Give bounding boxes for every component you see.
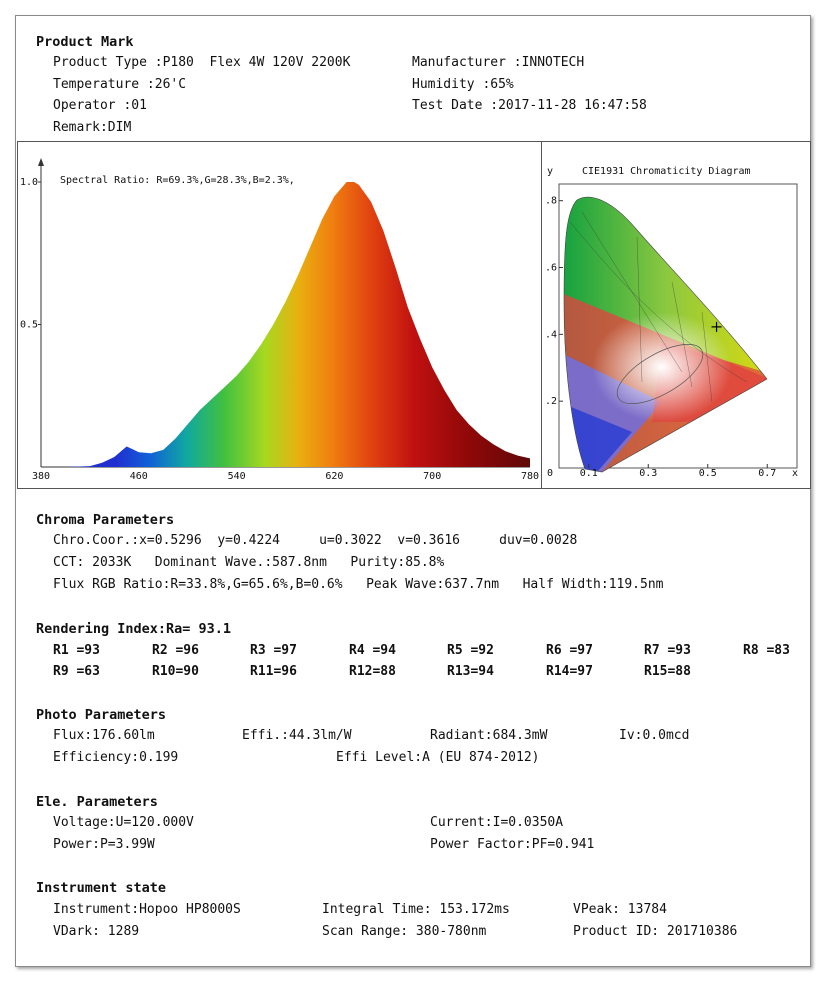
chroma-coordinates: Chro.Coor.:x=0.5296 y=0.4224 u=0.3022 v=…	[53, 533, 578, 548]
y-axis-arrow-icon	[38, 158, 44, 166]
rendering-index-value: R3 =97	[250, 643, 297, 658]
humidity: Humidity :65%	[412, 77, 514, 92]
rendering-index-value: R6 =97	[546, 643, 593, 658]
scan-range-value: Scan Range: 380-780nm	[322, 924, 487, 939]
cie-spectral-locus	[563, 196, 768, 473]
spectrum-area	[41, 182, 530, 467]
cie-y-label: y	[547, 166, 553, 177]
cie-panel: y CIE1931 Chromaticity Diagram .8.6.4.2 …	[541, 141, 811, 489]
rendering-index-value: R15=88	[644, 664, 691, 679]
manufacturer: Manufacturer :INNOTECH	[412, 55, 585, 70]
spectrum-y-tick: 0.5	[20, 320, 38, 331]
vpeak-value: VPeak: 13784	[573, 902, 667, 917]
vdark-value: VDark: 1289	[53, 924, 140, 939]
product-mark-heading: Product Mark	[36, 34, 134, 50]
cie-chart: y CIE1931 Chromaticity Diagram .8.6.4.2 …	[545, 166, 798, 479]
rendering-index-value: R7 =93	[644, 643, 691, 658]
cie-y-tick: .4	[545, 329, 557, 340]
operator: Operator :01	[53, 98, 147, 113]
iv-value: Iv:0.0mcd	[619, 728, 690, 743]
flux-rgb-line: Flux RGB Ratio:R=33.8%,G=65.6%,B=0.6% Pe…	[53, 577, 664, 592]
power-factor-value: Power Factor:PF=0.941	[430, 837, 595, 852]
instrument-value: Instrument:Hopoo HP8000S	[53, 902, 241, 917]
cie-x-tick: 0.3	[639, 468, 657, 479]
spectrum-x-tick: 460	[130, 471, 148, 482]
rendering-index-value: R14=97	[546, 664, 593, 679]
flux-value: Flux:176.60lm	[53, 728, 155, 743]
instrument-heading: Instrument state	[36, 880, 167, 896]
power-value: Power:P=3.99W	[53, 837, 155, 852]
spectrum-x-tick: 540	[228, 471, 246, 482]
rendering-index-value: R5 =92	[447, 643, 494, 658]
rendering-index-value: R4 =94	[349, 643, 396, 658]
rendering-heading: Rendering Index:Ra= 93.1	[36, 621, 232, 637]
cie-x-tick: 0.1	[580, 468, 598, 479]
rendering-index-value: R11=96	[250, 664, 297, 679]
integral-time-value: Integral Time: 153.172ms	[322, 902, 510, 917]
rendering-index-value: R12=88	[349, 664, 396, 679]
cie-x-tick: 0	[547, 468, 553, 479]
chroma-heading: Chroma Parameters	[36, 512, 175, 528]
rendering-index-value: R9 =63	[53, 664, 100, 679]
radiant-value: Radiant:684.3mW	[430, 728, 548, 743]
cie-y-tick: .2	[545, 396, 557, 407]
cie-horseshoe	[564, 197, 767, 473]
effi-level-value: Effi Level:A (EU 874-2012)	[336, 750, 540, 765]
cie-x-label: x	[792, 468, 798, 479]
temperature: Temperature :26'C	[53, 77, 187, 92]
cie-point-marker	[711, 321, 722, 332]
voltage-value: Voltage:U=120.000V	[53, 815, 194, 830]
current-value: Current:I=0.0350A	[430, 815, 564, 830]
cct-line: CCT: 2033K Dominant Wave.:587.8nm Purity…	[53, 555, 445, 570]
spectrum-y-tick: 1.0	[20, 177, 38, 188]
rendering-index-value: R2 =96	[152, 643, 199, 658]
cie-x-tick: 0.5	[699, 468, 717, 479]
spectrum-chart: 1.0 0.5 380 460 540 620 700 780 Spectral Ratio…	[20, 158, 539, 482]
efficiency-value: Efficiency:0.199	[53, 750, 179, 765]
spectral-ratio-label: Spectral Ratio: R=69.3%,G=28.3%,B=2.3%,	[60, 175, 295, 186]
cie-title: CIE1931 Chromaticity Diagram	[582, 166, 751, 177]
product-type: Product Type :P180 Flex 4W 120V 2200K	[53, 55, 351, 70]
rendering-index-value: R8 =83	[743, 643, 790, 658]
product-id-value: Product ID: 201710386	[573, 924, 738, 939]
cie-plot-frame	[558, 183, 798, 469]
rendering-index-value: R10=90	[152, 664, 199, 679]
photo-heading: Photo Parameters	[36, 707, 167, 723]
ele-heading: Ele. Parameters	[36, 794, 158, 810]
spectrum-x-tick: 380	[32, 471, 50, 482]
spectrum-x-tick: 780	[521, 471, 539, 482]
rendering-index-value: R1 =93	[53, 643, 100, 658]
cie-y-tick: .8	[545, 196, 557, 207]
spectrum-x-tick: 620	[325, 471, 343, 482]
remark: Remark:DIM	[53, 120, 132, 135]
spectrum-panel: 1.0 0.5 380 460 540 620 700 780 Spectral Ratio…	[17, 141, 542, 489]
cie-x-tick: 0.7	[758, 468, 776, 479]
test-date: Test Date :2017-11-28 16:47:58	[412, 98, 647, 113]
spectrum-x-tick: 700	[423, 471, 441, 482]
rendering-index-value: R13=94	[447, 664, 494, 679]
cie-y-tick: .6	[545, 263, 557, 274]
effi-value: Effi.:44.3lm/W	[242, 728, 352, 743]
